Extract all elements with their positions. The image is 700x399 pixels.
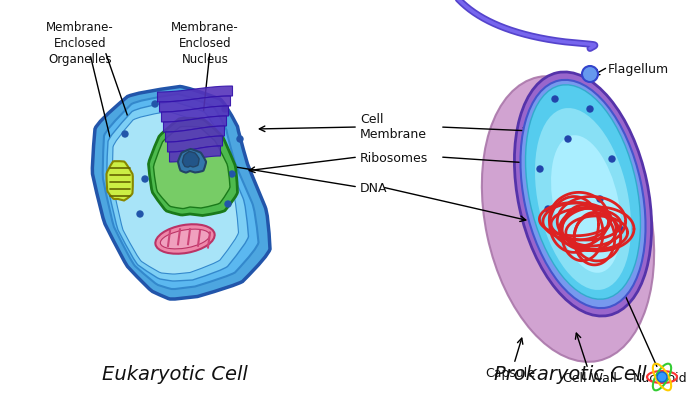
Text: Capsule: Capsule <box>485 367 535 381</box>
Text: Ribosomes: Ribosomes <box>360 152 428 166</box>
PathPatch shape <box>178 149 206 173</box>
Text: Cell Wall: Cell Wall <box>563 373 617 385</box>
Polygon shape <box>162 106 228 122</box>
Ellipse shape <box>535 108 631 290</box>
Text: Nucleoid: Nucleoid <box>633 373 687 385</box>
Ellipse shape <box>526 85 641 299</box>
PathPatch shape <box>106 161 133 201</box>
Ellipse shape <box>521 80 645 308</box>
Ellipse shape <box>155 224 215 254</box>
PathPatch shape <box>148 118 237 215</box>
Polygon shape <box>165 126 225 142</box>
Circle shape <box>552 96 558 102</box>
Text: Flagellum: Flagellum <box>608 63 669 75</box>
Circle shape <box>545 206 551 212</box>
Circle shape <box>225 201 231 207</box>
Circle shape <box>122 131 128 137</box>
Circle shape <box>587 106 593 112</box>
Polygon shape <box>167 136 223 152</box>
Circle shape <box>617 226 623 232</box>
Circle shape <box>137 211 143 217</box>
PathPatch shape <box>183 152 199 167</box>
PathPatch shape <box>106 101 248 281</box>
PathPatch shape <box>113 111 239 274</box>
Ellipse shape <box>482 76 654 362</box>
Text: Eukaryotic Cell: Eukaryotic Cell <box>102 365 248 384</box>
Circle shape <box>152 101 158 107</box>
Circle shape <box>142 176 148 182</box>
Text: DNA: DNA <box>360 182 388 196</box>
Polygon shape <box>169 146 220 162</box>
Text: Membrane-
Enclosed
Nucleus: Membrane- Enclosed Nucleus <box>171 21 239 66</box>
Polygon shape <box>164 116 227 132</box>
Ellipse shape <box>160 229 210 249</box>
Circle shape <box>597 196 603 202</box>
PathPatch shape <box>92 87 270 299</box>
Circle shape <box>237 136 243 142</box>
Text: Membrane-
Enclosed
Organelles: Membrane- Enclosed Organelles <box>46 21 114 66</box>
Circle shape <box>229 171 235 177</box>
Circle shape <box>657 372 667 382</box>
Circle shape <box>565 136 571 142</box>
PathPatch shape <box>103 94 258 289</box>
Circle shape <box>609 156 615 162</box>
Circle shape <box>222 106 228 112</box>
Circle shape <box>537 166 543 172</box>
Circle shape <box>582 66 598 82</box>
PathPatch shape <box>153 126 230 209</box>
Polygon shape <box>158 86 232 102</box>
Polygon shape <box>160 96 230 112</box>
Ellipse shape <box>551 135 621 273</box>
Text: Cell
Membrane: Cell Membrane <box>360 113 427 141</box>
Text: Prokaryotic Cell: Prokaryotic Cell <box>494 365 646 384</box>
Ellipse shape <box>514 72 652 316</box>
